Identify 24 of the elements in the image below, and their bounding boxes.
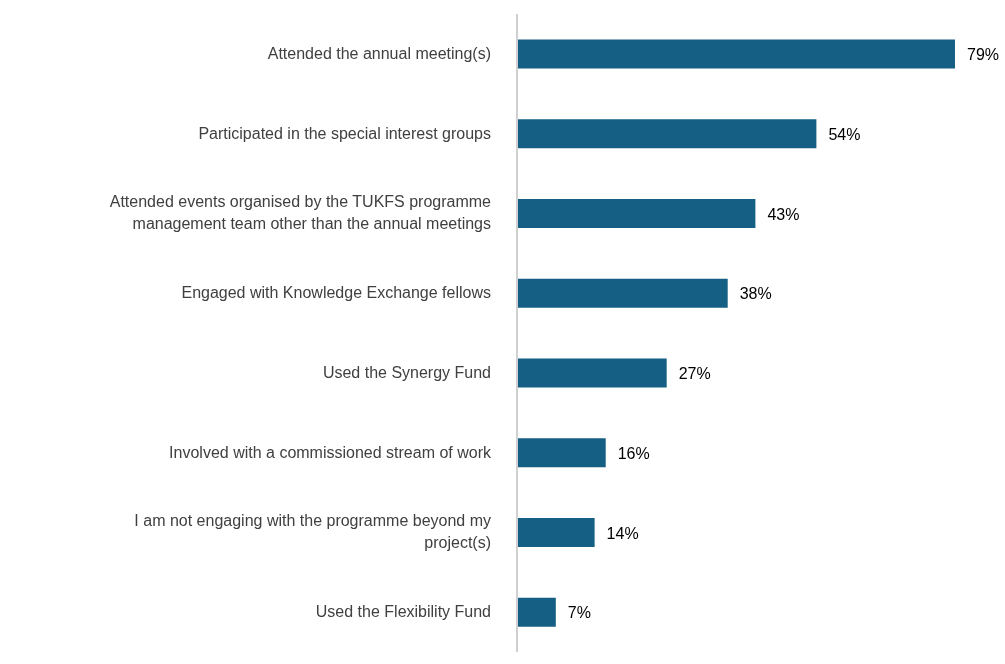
- data-label: 16%: [617, 444, 650, 462]
- data-label: 27%: [678, 365, 711, 383]
- y-tick-label: Engaged with Knowledge Exchange fellows: [181, 284, 491, 302]
- bar: [517, 199, 756, 229]
- bar: [517, 358, 667, 388]
- bar: [517, 518, 595, 548]
- y-tick-label: I am not engaging with the programme beyond my project(s): [134, 512, 491, 552]
- y-tick-label: Attended events organised by the TUKFS programme management team other than the annual meetings: [109, 193, 492, 233]
- data-label: 38%: [739, 285, 772, 303]
- data-label: 79%: [967, 46, 1000, 64]
- y-tick-label: Used the Synergy Fund: [322, 363, 491, 381]
- bar: [517, 278, 728, 308]
- data-label: 43%: [767, 205, 800, 223]
- y-tick-label: Attended the annual meeting(s): [267, 44, 491, 62]
- bar: [517, 39, 955, 69]
- y-tick-label: Used the Flexibility Fund: [315, 603, 491, 621]
- bar: [517, 119, 817, 149]
- data-label: 7%: [567, 604, 591, 622]
- y-tick-label: Involved with a commissioned stream of work: [169, 443, 492, 461]
- bar: [517, 438, 606, 468]
- y-tick-label: Participated in the special interest groups: [198, 124, 491, 142]
- bar: [517, 597, 556, 627]
- data-label: 14%: [606, 524, 639, 542]
- data-label: 54%: [828, 125, 861, 143]
